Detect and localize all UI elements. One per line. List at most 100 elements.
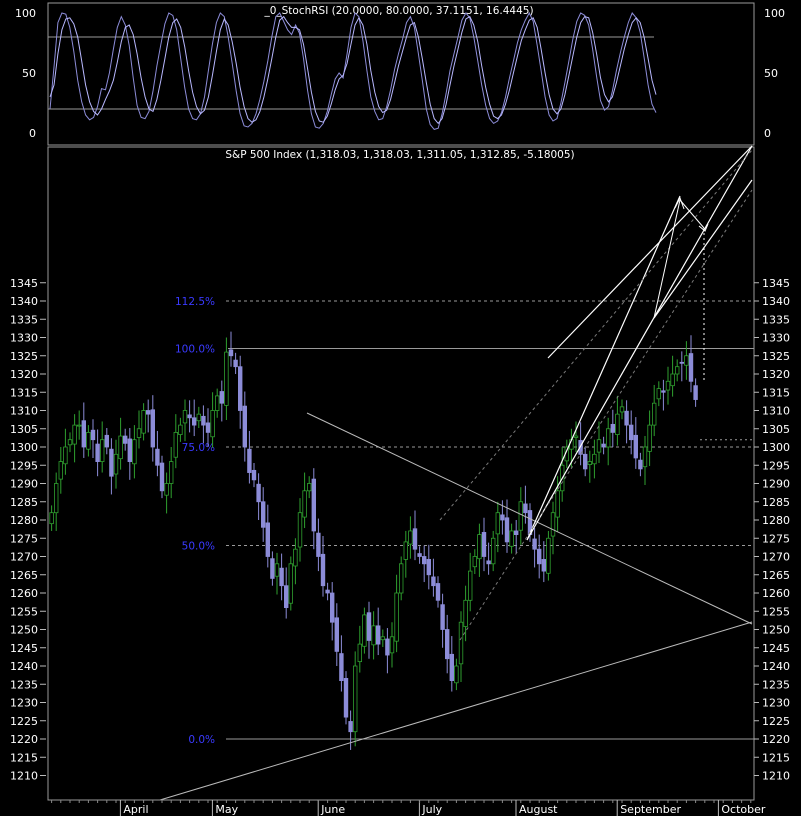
candle-body [578, 440, 583, 455]
candle-body [481, 532, 487, 557]
candle-body [606, 428, 611, 448]
candle-body [431, 576, 436, 587]
candle-body [435, 583, 441, 601]
x-axis-month-label: September [620, 803, 681, 816]
candle-body [191, 417, 197, 426]
candle-body [58, 461, 63, 480]
candle-body [665, 380, 671, 391]
fib-level-label: 100.0% [175, 343, 215, 355]
candle-body [398, 563, 404, 594]
x-axis-month-label: May [215, 803, 238, 816]
price-y-tick-right: 1335 [762, 313, 790, 326]
price-y-tick-right: 1235 [762, 678, 790, 691]
channel-line-middle [526, 195, 681, 541]
fib-level-label: 50.0% [182, 541, 215, 553]
price-y-tick-left: 1320 [10, 368, 38, 381]
stoch-y-tick-left: 100 [15, 7, 36, 20]
price-y-tick-right: 1325 [762, 350, 790, 363]
candle-body [182, 410, 188, 424]
dashed-channel-upper [439, 149, 753, 521]
candle-body [145, 410, 151, 415]
candle-body [472, 556, 477, 568]
price-y-tick-right: 1345 [762, 277, 790, 290]
candle-body [633, 434, 638, 459]
price-y-tick-left: 1295 [10, 459, 38, 472]
candle-body [178, 424, 183, 435]
candle-body [297, 512, 303, 548]
price-y-tick-left: 1265 [10, 569, 38, 582]
candle-body [693, 385, 698, 400]
candle-body [228, 349, 234, 357]
candle-body [210, 410, 215, 438]
candle-body [647, 424, 652, 452]
price-y-tick-left: 1315 [10, 386, 38, 399]
fib-level-label: 112.5% [175, 296, 215, 308]
candle-body [357, 643, 362, 663]
candle-body [118, 435, 123, 460]
candle-body [233, 359, 238, 368]
candle-body [546, 537, 551, 574]
candle-body [325, 589, 330, 594]
price-y-tick-right: 1310 [762, 405, 790, 418]
channel-line-lower [526, 145, 753, 541]
fib-level-label: 0.0% [188, 734, 215, 746]
candle-body [196, 413, 201, 422]
price-y-tick-left: 1270 [10, 551, 38, 564]
x-axis-month-label: August [519, 803, 558, 816]
candle-body [385, 638, 390, 656]
price-y-tick-left: 1215 [10, 751, 38, 764]
candle-body [366, 612, 372, 641]
candle-body [311, 478, 316, 532]
x-axis-month-label: April [123, 803, 148, 816]
candle-body [454, 665, 459, 684]
candle-body [214, 395, 220, 411]
channel-line-upper [547, 145, 753, 359]
candle-body [573, 435, 579, 438]
candle-body [486, 560, 491, 565]
price-y-tick-right: 1330 [762, 332, 790, 345]
price-y-tick-right: 1340 [762, 295, 790, 308]
candle-body [187, 414, 192, 419]
candle-body [389, 636, 395, 654]
candle-body [596, 439, 602, 453]
stoch-y-tick-right: 50 [764, 67, 778, 80]
candle-body [541, 559, 546, 572]
price-y-tick-left: 1235 [10, 678, 38, 691]
candle-body [260, 501, 266, 528]
price-y-tick-left: 1300 [10, 441, 38, 454]
candle-body [629, 424, 634, 441]
price-y-tick-left: 1340 [10, 295, 38, 308]
price-y-tick-left: 1310 [10, 405, 38, 418]
candle-body [532, 538, 537, 550]
price-y-tick-right: 1230 [762, 697, 790, 710]
candle-body [500, 514, 505, 521]
price-y-tick-right: 1275 [762, 532, 790, 545]
candle-body [421, 556, 427, 565]
candle-body [72, 424, 77, 445]
candle-body [67, 439, 73, 446]
candle-body [362, 614, 367, 647]
price-y-tick-right: 1295 [762, 459, 790, 472]
candle-body [426, 559, 431, 576]
candle-body [283, 585, 289, 609]
price-y-tick-left: 1335 [10, 313, 38, 326]
candle-body [104, 434, 109, 448]
candle-body [63, 446, 68, 465]
price-y-tick-right: 1265 [762, 569, 790, 582]
candle-body [467, 570, 473, 601]
fib-level-label: 75.0% [182, 442, 215, 454]
candle-body [168, 461, 174, 484]
price-y-tick-right: 1250 [762, 624, 790, 637]
candle-body [371, 625, 376, 646]
candle-body [339, 653, 344, 682]
candle-body [458, 621, 464, 665]
price-y-tick-right: 1300 [762, 441, 790, 454]
candle-body [141, 410, 146, 434]
price-y-tick-left: 1225 [10, 715, 38, 728]
candle-body [619, 406, 625, 413]
stoch-y-tick-right: 100 [764, 7, 785, 20]
stoch-y-tick-right: 0 [764, 127, 771, 140]
stoch-d-line [49, 15, 657, 125]
candle-body [320, 553, 326, 587]
